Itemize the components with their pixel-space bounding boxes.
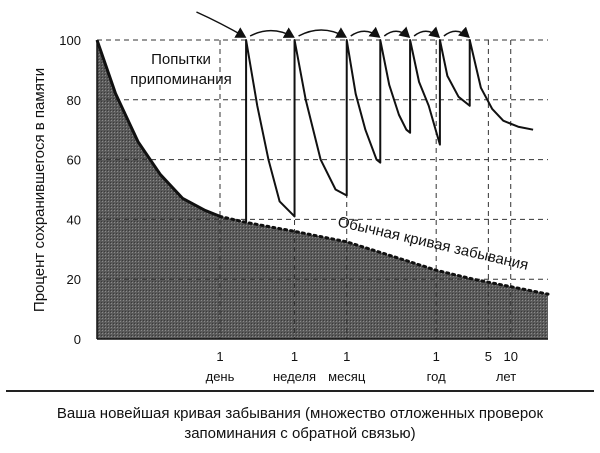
x-tick-unit: год (427, 369, 446, 384)
y-tick-label: 0 (74, 332, 81, 347)
recall-arrow (350, 26, 381, 38)
forgetting-area (97, 40, 548, 339)
recall-arrow (413, 26, 441, 38)
recall-arrow (443, 26, 470, 38)
x-tick-unit: день (206, 369, 235, 384)
recall-arrow (196, 11, 247, 38)
recall-arrow (383, 26, 411, 38)
x-tick-number: 1 (216, 349, 223, 364)
chart-caption: Ваша новейшая кривая забывания (множеств… (0, 404, 600, 444)
x-tick-number: 1 (433, 349, 440, 364)
tick-labels: 0 20 40 60 80 100 1 день 1 неделя 1 месяц 1 год 5 10 (59, 33, 518, 384)
caption-line-2: запоминания с обратной связью) (184, 425, 416, 442)
x-units-label-years: лет (496, 369, 516, 384)
x-tick-number: 5 (485, 349, 492, 364)
y-tick-label: 20 (67, 272, 81, 287)
arrows (196, 11, 470, 38)
x-tick-unit: неделя (273, 369, 316, 384)
x-tick-unit: месяц (328, 369, 366, 384)
y-tick-label: 40 (67, 212, 81, 227)
x-tick-number: 1 (291, 349, 298, 364)
y-tick-label: 80 (67, 93, 81, 108)
y-tick-label: 100 (59, 33, 81, 48)
forgetting-area-fill (97, 40, 548, 339)
x-tick-number: 1 (343, 349, 350, 364)
axes (96, 40, 548, 340)
caption-divider (6, 390, 594, 392)
forgetting-curve-dotted (218, 214, 550, 296)
y-axis-label: Процент сохранившегося в памяти (31, 68, 48, 312)
annotation-recall-line1: Попытки (151, 51, 211, 68)
recall-arrow (298, 27, 348, 38)
y-tick-label: 60 (67, 153, 81, 168)
recall-sawtooth-line (245, 39, 534, 223)
x-tick-number: 10 (503, 349, 517, 364)
forgetting-curve-solid (95, 39, 221, 218)
annotation-recall-line2: припоминания (130, 71, 231, 88)
recall-arrow (249, 27, 295, 38)
grid-lines (97, 39, 548, 339)
caption-line-1: Ваша новейшая кривая забывания (множеств… (56, 405, 544, 422)
series-lines (95, 39, 550, 296)
